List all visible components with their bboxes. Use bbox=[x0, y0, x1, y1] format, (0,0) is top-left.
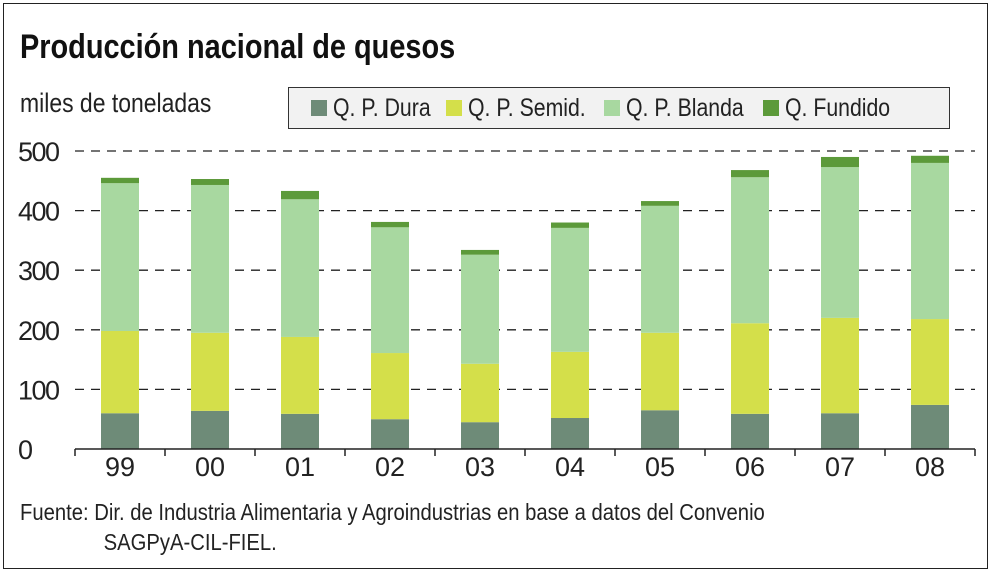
x-tick-label: 06 bbox=[735, 452, 765, 482]
x-tick-label: 01 bbox=[285, 452, 315, 482]
bar-segment-q-p-dura-07 bbox=[821, 413, 859, 449]
y-tick-label: 500 bbox=[18, 137, 60, 167]
legend-swatch bbox=[762, 100, 779, 116]
bar-segment-q-p-dura-99 bbox=[101, 413, 139, 449]
x-tick-label: 07 bbox=[825, 452, 855, 482]
x-tick-label: 99 bbox=[105, 452, 135, 482]
x-tick-label: 00 bbox=[195, 452, 225, 482]
bar-segment-q-fundido-99 bbox=[101, 177, 139, 184]
legend-item: Q. Fundido bbox=[762, 93, 897, 123]
bar-segment-q-p-blanda-06 bbox=[731, 177, 769, 324]
bar-segment-q-p-dura-00 bbox=[191, 410, 229, 449]
x-tick-label: 05 bbox=[645, 452, 675, 482]
source-note: Fuente: Dir. de Industria Alimentaria y … bbox=[20, 497, 765, 557]
legend-item: Q. P. Blanda bbox=[604, 94, 753, 123]
bar-segment-q-p-blanda-04 bbox=[551, 227, 589, 352]
bar-segment-q-fundido-03 bbox=[461, 249, 499, 255]
bar-segment-q-fundido-01 bbox=[281, 190, 319, 200]
legend-item: Q. P. Dura bbox=[311, 94, 436, 123]
bar-segment-q-p-semid--01 bbox=[281, 336, 319, 414]
bar-segment-q-p-dura-04 bbox=[551, 418, 589, 449]
bar-segment-q-fundido-04 bbox=[551, 222, 589, 228]
bar-segment-q-p-semid--08 bbox=[911, 319, 949, 405]
legend: Q. P. Dura Q. P. Semid. Q. P. Blanda Q. Fun… bbox=[288, 87, 950, 129]
bar-segment-q-fundido-06 bbox=[731, 170, 769, 178]
x-tick-label: 04 bbox=[555, 452, 585, 482]
chart-title: Producción nacional de quesos bbox=[20, 28, 456, 66]
bar-segment-q-p-semid--07 bbox=[821, 317, 859, 414]
chart-frame bbox=[3, 3, 988, 569]
legend-swatch bbox=[311, 100, 327, 116]
bar-segment-q-p-semid--00 bbox=[191, 332, 229, 411]
source-line-1: Fuente: Dir. de Industria Alimentaria y … bbox=[20, 499, 765, 525]
x-tick-label: 02 bbox=[375, 452, 405, 482]
legend-item: Q. P. Semid. bbox=[445, 93, 595, 123]
bar-segment-q-p-semid--99 bbox=[101, 330, 139, 414]
legend-label: Q. P. Semid. bbox=[467, 93, 586, 122]
bar-segment-q-p-semid--04 bbox=[551, 351, 589, 419]
y-tick-label: 400 bbox=[18, 197, 60, 227]
bar-segment-q-p-semid--06 bbox=[731, 323, 769, 414]
y-axis-label: miles de toneladas bbox=[20, 88, 212, 118]
legend-swatch bbox=[445, 100, 462, 116]
bar-segment-q-p-dura-08 bbox=[911, 404, 949, 449]
legend-label: Q. Fundido bbox=[784, 93, 891, 122]
legend-swatch bbox=[604, 100, 621, 116]
bar-segment-q-p-blanda-05 bbox=[641, 205, 679, 333]
source-line-2: SAGPyA-CIL-FIEL. bbox=[103, 529, 277, 555]
legend-label: Q. P. Blanda bbox=[626, 93, 745, 122]
bar-segment-q-p-blanda-08 bbox=[911, 162, 949, 320]
x-tick-label: 08 bbox=[915, 452, 945, 482]
bar-segment-q-p-dura-02 bbox=[371, 419, 409, 449]
y-tick-label: 0 bbox=[18, 435, 33, 465]
bar-segment-q-fundido-00 bbox=[191, 179, 229, 185]
bar-segment-q-p-dura-06 bbox=[731, 413, 769, 449]
y-tick-label: 100 bbox=[18, 375, 60, 405]
bar-segment-q-p-blanda-02 bbox=[371, 227, 409, 354]
bar-segment-q-fundido-08 bbox=[911, 155, 949, 163]
bar-segment-q-p-dura-05 bbox=[641, 410, 679, 449]
bar-segment-q-p-dura-01 bbox=[281, 413, 319, 449]
bar-segment-q-p-blanda-01 bbox=[281, 199, 319, 337]
bar-segment-q-p-dura-03 bbox=[461, 422, 499, 449]
bar-segment-q-p-semid--02 bbox=[371, 353, 409, 420]
x-tick-label: 03 bbox=[465, 452, 495, 482]
y-tick-label: 200 bbox=[18, 316, 60, 346]
bar-segment-q-p-blanda-99 bbox=[101, 183, 139, 331]
bar-segment-q-fundido-05 bbox=[641, 201, 679, 206]
y-tick-label: 300 bbox=[18, 256, 60, 286]
bar-segment-q-p-blanda-00 bbox=[191, 184, 229, 333]
bar-segment-q-p-blanda-07 bbox=[821, 167, 859, 318]
legend-label: Q. P. Dura bbox=[333, 93, 431, 122]
bar-segment-q-fundido-07 bbox=[821, 156, 859, 168]
bar-segment-q-p-semid--03 bbox=[461, 363, 499, 423]
bar-segment-q-p-semid--05 bbox=[641, 332, 679, 411]
bar-segment-q-p-blanda-03 bbox=[461, 254, 499, 364]
bar-segment-q-fundido-02 bbox=[371, 221, 409, 228]
